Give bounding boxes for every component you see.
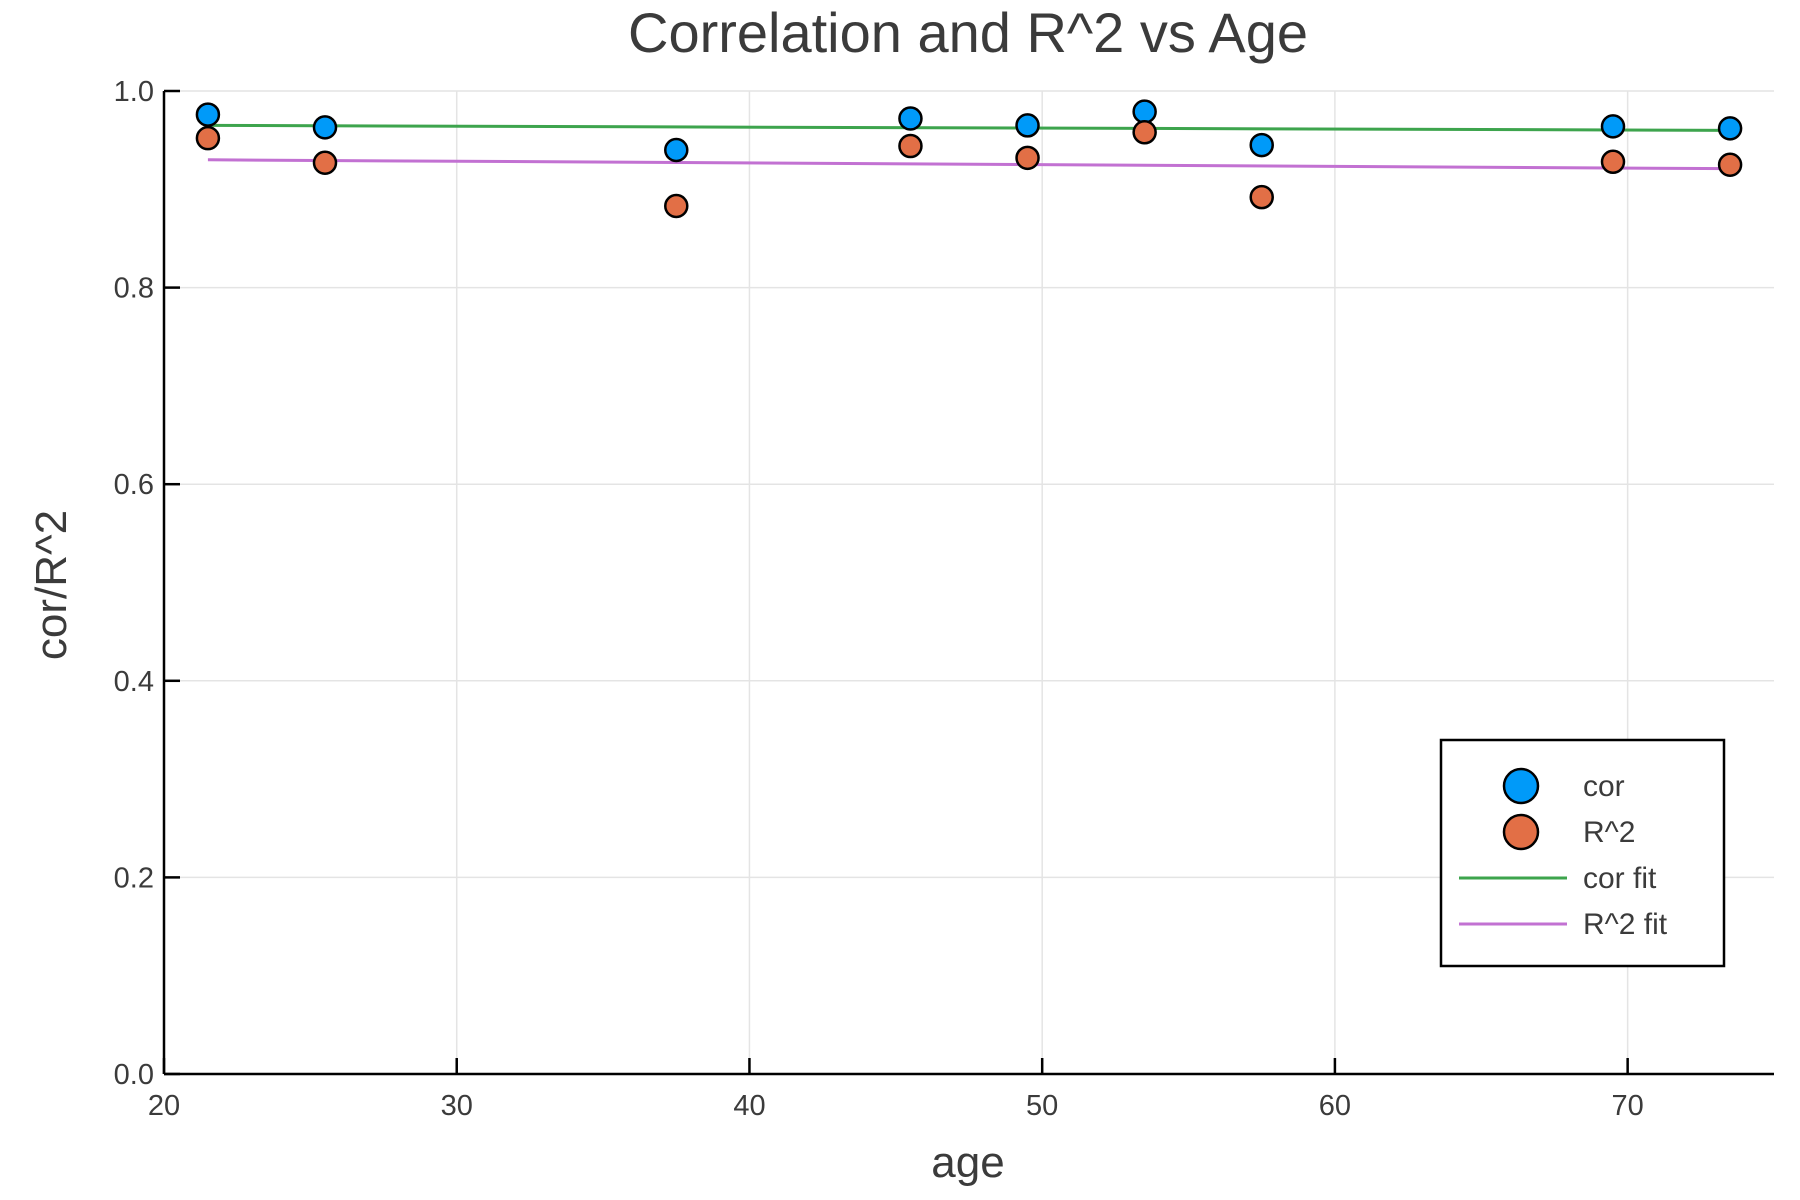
chart-title: Correlation and R^2 vs Age <box>628 1 1308 64</box>
r-2-point <box>1600 149 1626 175</box>
legend-label: R^2 <box>1583 816 1635 849</box>
cor-point <box>664 137 689 163</box>
y-tick-label: 0.6 <box>114 469 154 501</box>
r-2-fit-line <box>207 158 1731 171</box>
r-2-point <box>1717 152 1743 177</box>
plot-area <box>195 99 1743 219</box>
r-2-point <box>664 193 689 219</box>
y-tick-label: 1.0 <box>114 76 154 108</box>
x-tick-label: 40 <box>733 1090 765 1122</box>
x-tick-label: 60 <box>1319 1090 1351 1122</box>
cor-point <box>312 115 338 140</box>
cor-point <box>1132 99 1157 124</box>
cor-point <box>898 106 923 131</box>
y-tick-label: 0.8 <box>114 273 154 305</box>
y-tick-label: 0.2 <box>114 862 154 894</box>
cor-point <box>1249 132 1274 158</box>
r-2-point <box>1249 184 1274 210</box>
x-tick-label: 50 <box>1026 1090 1058 1122</box>
x-tick-label: 30 <box>441 1090 473 1122</box>
x-axis-label: age <box>931 1138 1004 1187</box>
y-axis-label: cor/R^2 <box>27 510 76 660</box>
x-tick-label: 20 <box>148 1090 180 1122</box>
r-2-point <box>1132 120 1157 145</box>
y-tick-label: 0.0 <box>114 1059 154 1091</box>
r-2-point <box>1015 145 1040 171</box>
legend-label: cor <box>1583 770 1625 803</box>
cor-point <box>1717 116 1743 141</box>
axes: 20 30 40 50 60 70 0.0 0.2 0.4 0.6 0.8 1.0 <box>114 76 1774 1122</box>
cor-point <box>195 102 221 127</box>
cor-point <box>1015 113 1040 138</box>
cor-fit-line <box>207 123 1731 132</box>
legend-box <box>1439 738 1726 968</box>
r-2-point <box>312 150 338 176</box>
r-2-point <box>195 125 221 151</box>
r-2-point <box>898 133 923 159</box>
cor-point <box>1600 114 1626 139</box>
legend-label: cor fit <box>1583 862 1657 895</box>
legend-marker <box>1502 813 1540 851</box>
y-tick-label: 0.4 <box>114 666 154 698</box>
legend-marker <box>1502 767 1540 805</box>
x-tick-label: 70 <box>1612 1090 1644 1122</box>
legend-label: R^2 fit <box>1583 908 1668 941</box>
legend: cor R^2 cor fit R^2 fit <box>1439 738 1726 968</box>
